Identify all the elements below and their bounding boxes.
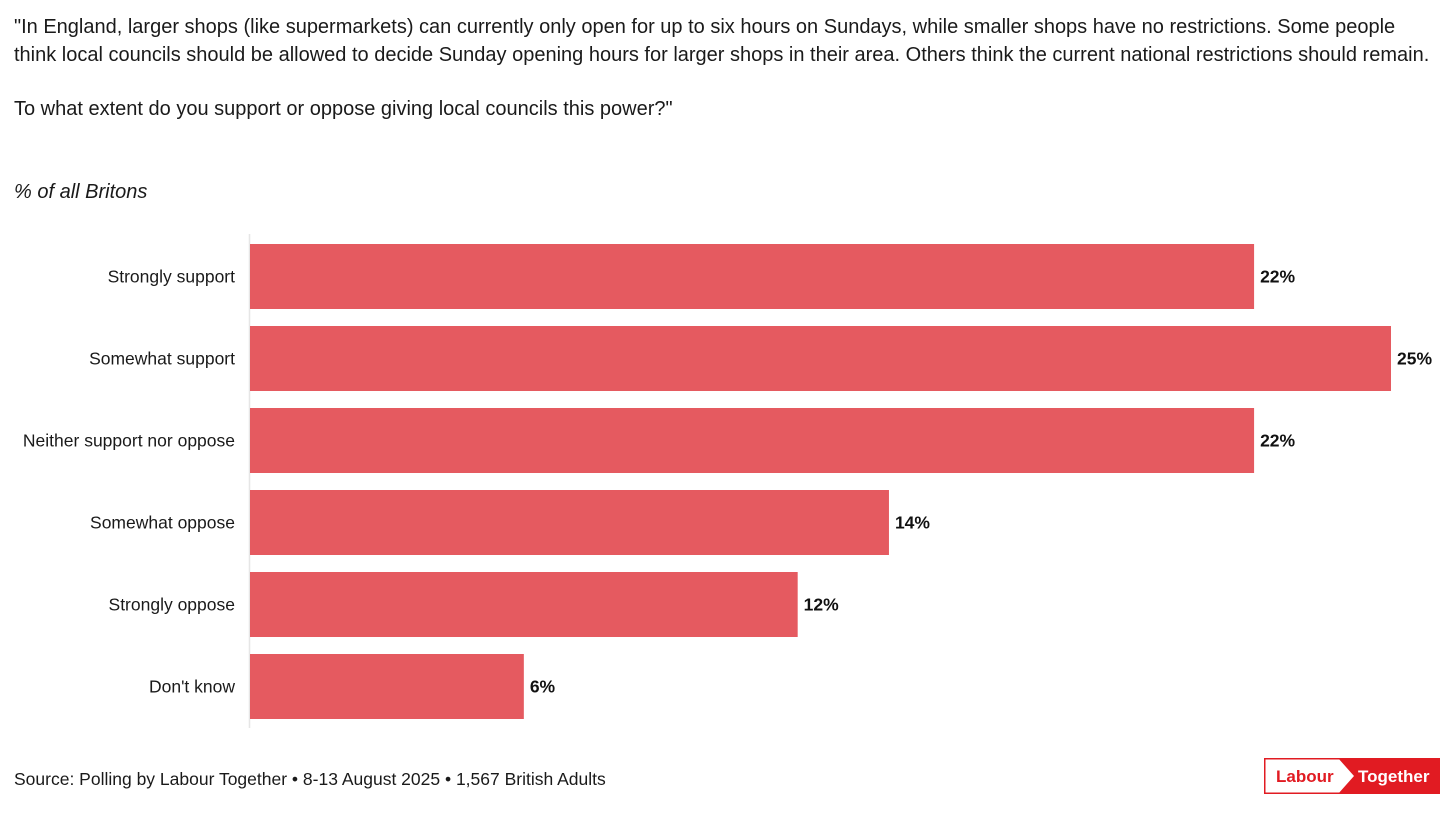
category-label-neither-support-nor-oppose: Neither support nor oppose bbox=[23, 431, 235, 451]
bar-strongly-support bbox=[250, 244, 1255, 309]
logo-arrow-block bbox=[1338, 758, 1440, 794]
question-paragraph-2: To what extent do you support or oppose … bbox=[14, 98, 673, 120]
value-label-somewhat-oppose: 14% bbox=[895, 513, 930, 533]
value-label-somewhat-support: 25% bbox=[1397, 349, 1432, 369]
bar-neither-support-nor-oppose bbox=[250, 408, 1255, 473]
value-label-strongly-oppose: 12% bbox=[804, 595, 839, 615]
source-note: Source: Polling by Labour Together • 8-1… bbox=[14, 769, 606, 789]
question-paragraph-1: "In England, larger shops (like supermar… bbox=[14, 16, 1430, 66]
labour-together-logo: Labour Together bbox=[1264, 758, 1440, 794]
category-label-somewhat-support: Somewhat support bbox=[89, 349, 235, 369]
category-label-don-t-know: Don't know bbox=[149, 677, 235, 697]
bar-somewhat-support bbox=[250, 326, 1391, 391]
logo-right-text: Together bbox=[1358, 767, 1430, 786]
value-label-strongly-support: 22% bbox=[1260, 267, 1295, 287]
bar-chart: Strongly support 22% Somewhat support 25% Ne… bbox=[23, 234, 1432, 728]
category-label-somewhat-oppose: Somewhat oppose bbox=[90, 513, 235, 533]
value-label-neither-support-nor-oppose: 22% bbox=[1260, 431, 1295, 451]
category-label-strongly-oppose: Strongly oppose bbox=[109, 595, 235, 615]
question-text: "In England, larger shops (like supermar… bbox=[14, 14, 1434, 124]
bar-don-t-know bbox=[250, 654, 524, 719]
bar-somewhat-oppose bbox=[250, 490, 889, 555]
chart-subtitle: % of all Britons bbox=[14, 181, 148, 203]
logo-left-text: Labour bbox=[1276, 767, 1334, 786]
value-label-don-t-know: 6% bbox=[530, 677, 556, 697]
bar-strongly-oppose bbox=[250, 572, 798, 637]
category-label-strongly-support: Strongly support bbox=[108, 267, 236, 287]
bars-group: Strongly support 22% Somewhat support 25% Ne… bbox=[23, 244, 1432, 719]
